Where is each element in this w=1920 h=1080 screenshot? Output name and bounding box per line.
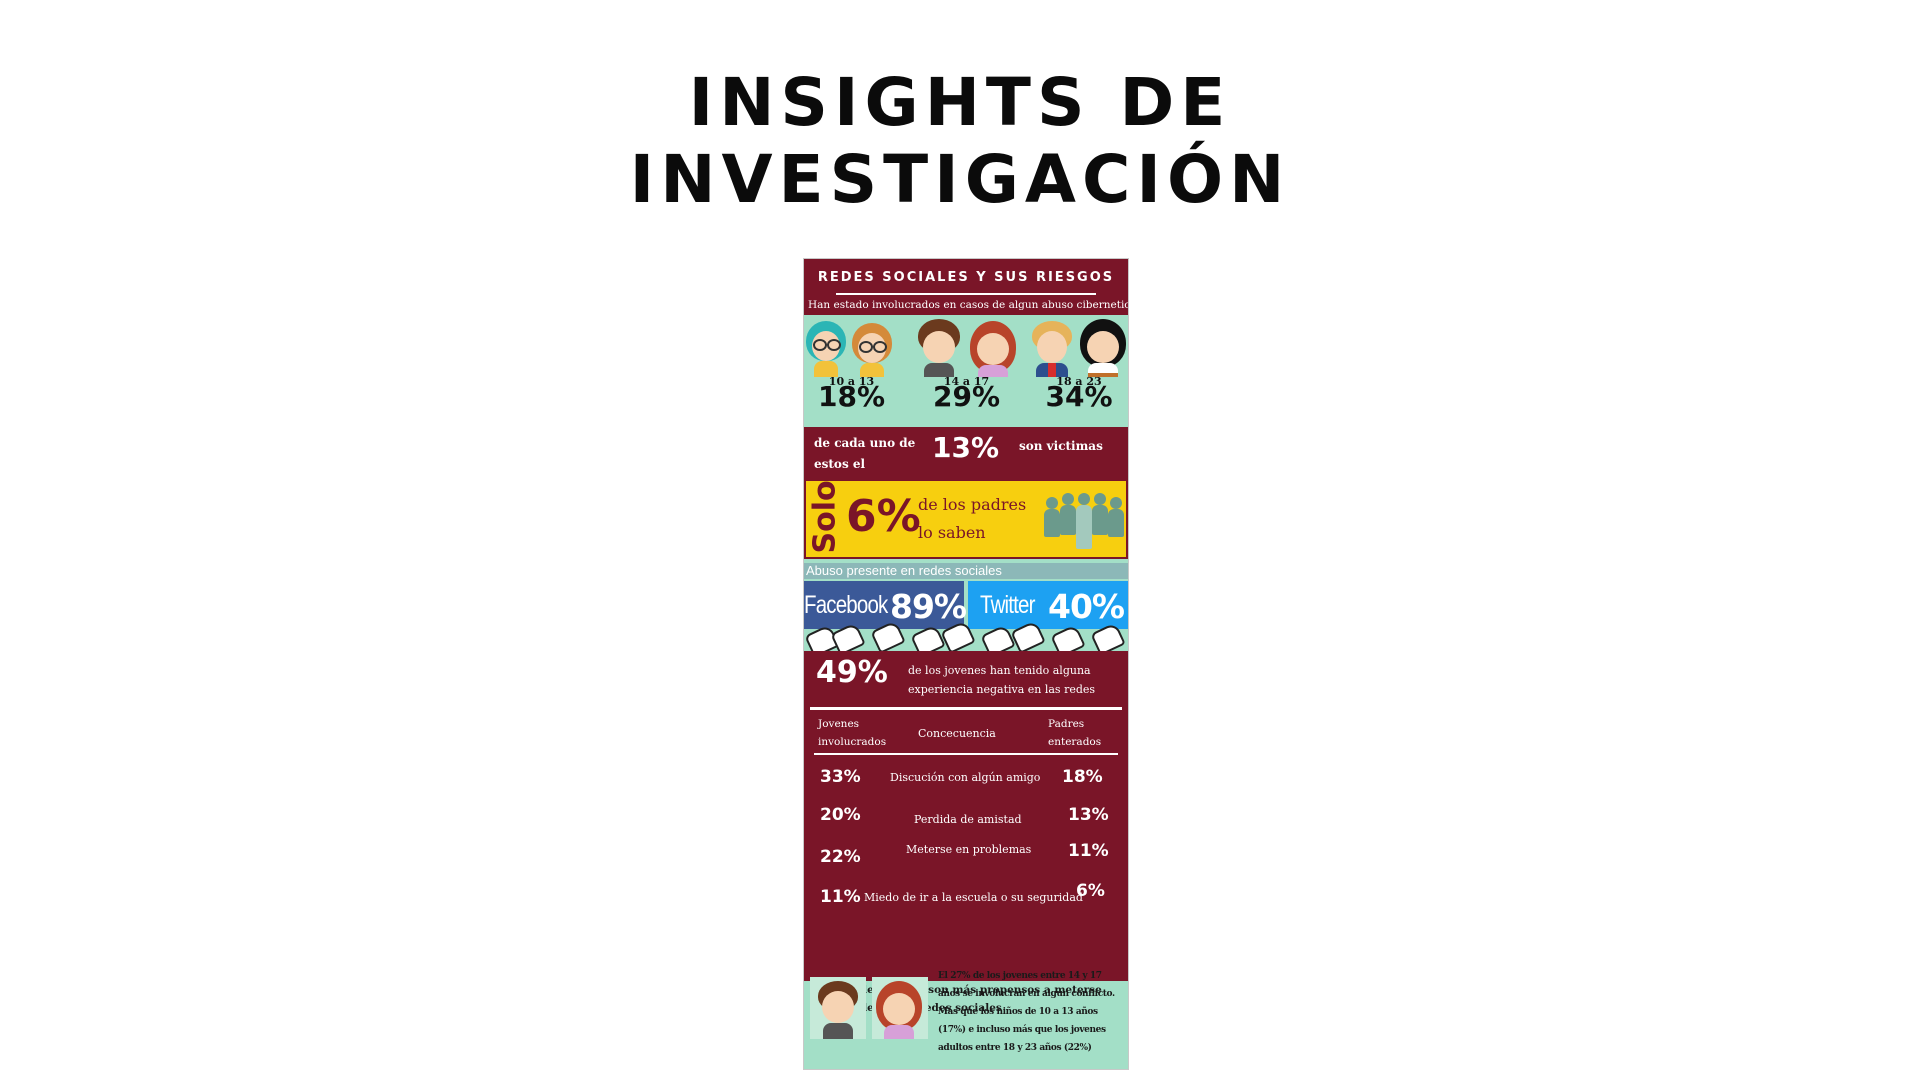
facebook-panel: Facebook 89% bbox=[804, 581, 967, 629]
facebook-value: 89% bbox=[890, 587, 967, 626]
parents-section: Solo 6% de los padres lo saben bbox=[804, 479, 1128, 559]
row-consecuencia: Meterse en problemas bbox=[906, 843, 1032, 856]
parents-value: 6% bbox=[846, 491, 921, 542]
abuse-section: Abuso presente en redes sociales Faceboo… bbox=[804, 559, 1128, 658]
age-group-label-1: 10 a 13 bbox=[828, 375, 875, 388]
table-header-jovenes: Jovenes involucrados bbox=[818, 718, 887, 748]
consequences-section: 49% de los jovenes han tenido alguna exp… bbox=[804, 651, 1128, 981]
header-subtitle: Han estado involucrados en casos de algu… bbox=[808, 299, 1128, 311]
table-header-consecuencia: Concecuencia bbox=[918, 727, 996, 740]
victims-section: de cada uno de estos el 13% son victimas bbox=[804, 427, 1128, 479]
row-jovenes-value: 20% bbox=[820, 805, 861, 825]
row-padres-value: 13% bbox=[1068, 805, 1109, 825]
parents-solo: Solo bbox=[807, 480, 843, 554]
row-padres-value: 11% bbox=[1068, 841, 1109, 861]
age-group-label-3: 18 a 23 bbox=[1056, 375, 1102, 388]
header-divider bbox=[836, 293, 1096, 295]
row-consecuencia: Discución con algún amigo bbox=[890, 771, 1041, 784]
negative-value: 49% bbox=[816, 655, 888, 690]
teens-illustration bbox=[810, 977, 928, 1039]
row-padres-value: 6% bbox=[1076, 881, 1105, 901]
table-header-divider bbox=[814, 753, 1118, 755]
age-group-label-2: 14 a 17 bbox=[943, 375, 990, 388]
page-title-line-2: INVESTIGACIÓN bbox=[629, 141, 1291, 218]
twitter-panel: Twitter 40% bbox=[968, 581, 1128, 629]
twitter-name: Twitter bbox=[980, 591, 1035, 619]
footer-body: El 27% de los jovenes entre 14 y 17 años… bbox=[938, 971, 1115, 1053]
infographic-header: REDES SOCIALES Y SUS RIESGOS Han estado … bbox=[804, 259, 1128, 315]
age-group-value-1: 18% bbox=[817, 380, 886, 413]
victims-suffix: son victimas bbox=[1019, 439, 1103, 453]
people-group-icon bbox=[1044, 493, 1124, 555]
infographic: REDES SOCIALES Y SUS RIESGOS Han estado … bbox=[804, 259, 1128, 1069]
parents-text: de los padres lo saben bbox=[918, 495, 1027, 542]
age-group-value-3: 34% bbox=[1045, 380, 1113, 413]
row-padres-value: 18% bbox=[1062, 767, 1103, 787]
row-jovenes-value: 33% bbox=[820, 767, 861, 787]
header-title: REDES SOCIALES Y SUS RIESGOS bbox=[817, 270, 1115, 285]
age-groups-section: 10 a 13 18% 14 a 17 29% 18 a 23 34% bbox=[804, 315, 1128, 412]
age-group-value-2: 29% bbox=[932, 380, 1001, 413]
row-jovenes-value: 22% bbox=[820, 847, 861, 867]
row-jovenes-value: 11% bbox=[820, 887, 861, 907]
table-header-padres: Padres enterados bbox=[1048, 718, 1102, 748]
section-divider bbox=[810, 707, 1122, 710]
row-consecuencia: Perdida de amistad bbox=[914, 813, 1022, 826]
young-adults-18-23-illustration bbox=[1030, 317, 1128, 377]
negative-text: de los jovenes han tenido alguna experie… bbox=[908, 664, 1096, 696]
abuse-label: Abuso presente en redes sociales bbox=[806, 563, 1002, 578]
victims-prefix: de cada uno de estos el bbox=[814, 436, 916, 471]
kids-10-13-illustration bbox=[804, 317, 899, 377]
teens-14-17-illustration bbox=[914, 317, 1019, 377]
page-title-line-1: INSIGHTS DE bbox=[688, 64, 1232, 141]
victims-value: 13% bbox=[932, 431, 1000, 464]
twitter-value: 40% bbox=[1048, 587, 1125, 626]
facebook-name: Facebook bbox=[804, 591, 888, 619]
row-consecuencia: Miedo de ir a la escuela o su seguridad bbox=[864, 891, 1083, 904]
